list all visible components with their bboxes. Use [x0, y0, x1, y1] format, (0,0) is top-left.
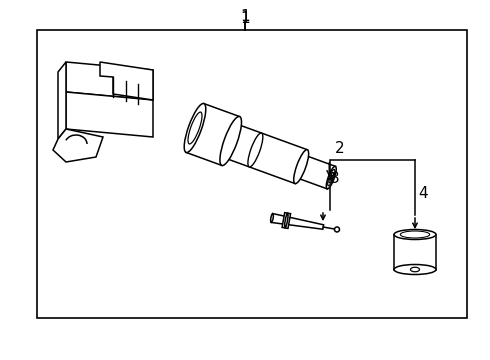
Ellipse shape [326, 166, 336, 189]
Text: 4: 4 [418, 185, 428, 201]
Text: 2: 2 [335, 140, 345, 156]
Polygon shape [297, 156, 335, 189]
Ellipse shape [184, 103, 206, 153]
Polygon shape [58, 62, 66, 139]
Polygon shape [53, 129, 103, 162]
Ellipse shape [188, 112, 202, 144]
Polygon shape [271, 213, 323, 229]
Text: 1: 1 [240, 9, 250, 23]
Ellipse shape [394, 230, 436, 239]
Bar [394, 234, 436, 270]
Polygon shape [295, 150, 307, 184]
Ellipse shape [394, 265, 436, 274]
Polygon shape [66, 62, 153, 100]
Polygon shape [222, 117, 240, 166]
Ellipse shape [411, 267, 419, 272]
Ellipse shape [270, 213, 273, 222]
Ellipse shape [220, 117, 242, 166]
Ellipse shape [330, 175, 332, 180]
Ellipse shape [285, 213, 288, 228]
Ellipse shape [294, 150, 309, 184]
Ellipse shape [248, 133, 263, 167]
Ellipse shape [400, 231, 430, 238]
Ellipse shape [328, 170, 335, 186]
Text: 1: 1 [240, 10, 250, 26]
Polygon shape [224, 124, 307, 184]
Polygon shape [186, 104, 240, 166]
Polygon shape [282, 213, 291, 229]
Polygon shape [66, 92, 153, 137]
Bar [37, 30, 467, 318]
Polygon shape [100, 62, 153, 100]
Ellipse shape [329, 172, 334, 183]
Ellipse shape [335, 227, 340, 232]
Text: 3: 3 [330, 171, 340, 185]
